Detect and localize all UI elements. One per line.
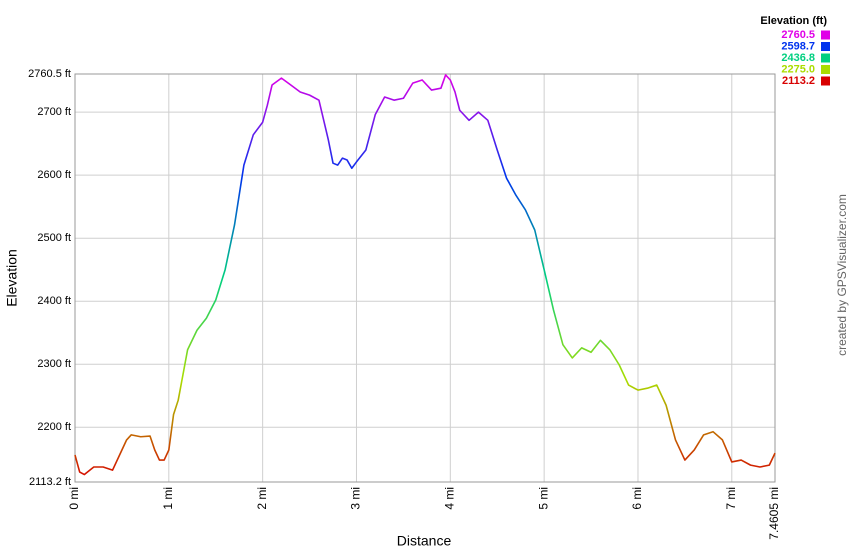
y-tick-label: 2600 ft	[37, 169, 71, 181]
legend-title: Elevation (ft)	[760, 15, 827, 27]
legend-label: 2275.0	[781, 63, 815, 75]
legend-label: 2436.8	[781, 52, 815, 64]
legend-swatch	[821, 42, 830, 51]
x-tick-label: 6 mi	[630, 487, 644, 510]
plot-frame	[74, 73, 776, 483]
x-tick-label: 2 mi	[255, 487, 269, 510]
legend-label: 2113.2	[782, 75, 815, 87]
y-tick-label: 2400 ft	[37, 295, 71, 307]
legend-swatch	[821, 53, 830, 63]
x-tick-label: 5 mi	[536, 487, 550, 510]
x-tick-label: 7 mi	[724, 487, 738, 510]
y-tick-label: 2300 ft	[37, 358, 71, 370]
y-tick-label: 2500 ft	[37, 232, 71, 244]
legend-label: 2598.7	[781, 40, 815, 52]
x-tick-label: 4 mi	[442, 487, 456, 510]
y-tick-label: 2200 ft	[37, 421, 71, 433]
y-tick-label: 2700 ft	[37, 106, 71, 118]
legend-swatch	[821, 76, 830, 86]
y-tick-label: 2113.2 ft	[29, 476, 71, 488]
x-axis-title: Distance	[397, 533, 452, 549]
legend-label: 2760.5	[781, 29, 815, 41]
y-tick-label: 2760.5 ft	[28, 68, 71, 80]
y-axis-title: Elevation	[4, 249, 20, 307]
x-tick-label: 0 mi	[67, 487, 81, 510]
elevation-line	[74, 74, 776, 476]
legend-swatch	[821, 65, 830, 74]
credit: created by GPSVisualizer.com	[835, 194, 849, 356]
legend-swatch	[821, 30, 830, 40]
x-tick-label: 1 mi	[161, 487, 175, 510]
x-tick-label: 7.4605 mi	[767, 487, 781, 540]
x-tick-label: 3 mi	[349, 487, 363, 510]
